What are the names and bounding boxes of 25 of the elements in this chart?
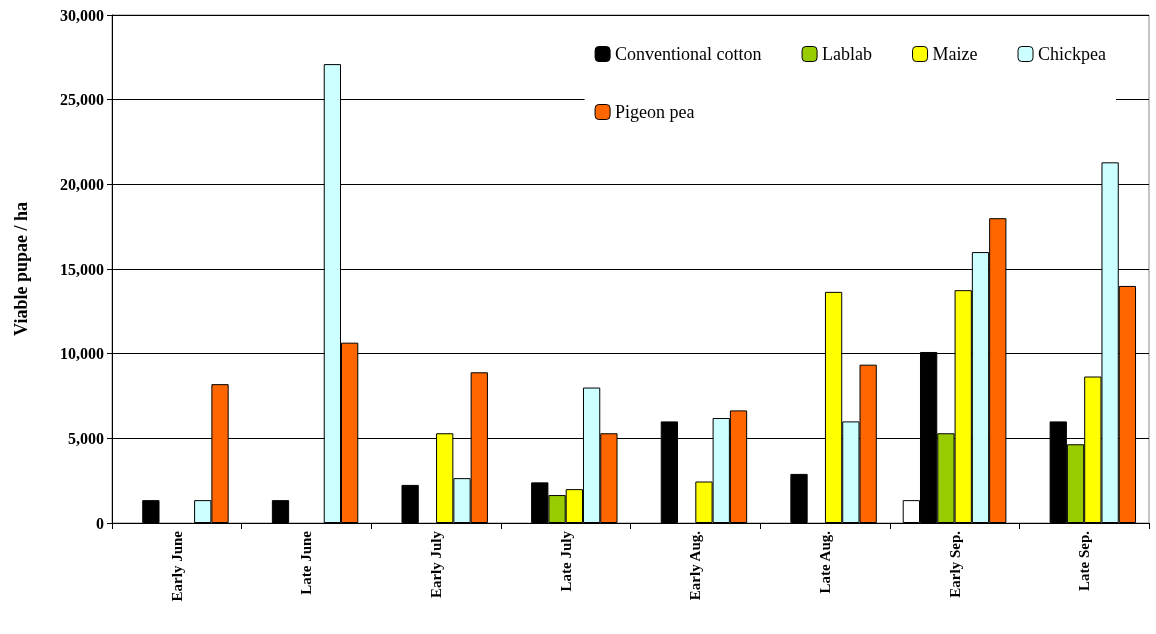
bar bbox=[271, 500, 290, 523]
x-tick-label: Early Aug. bbox=[687, 530, 704, 601]
x-tick-label: Late Sep. bbox=[1076, 530, 1093, 591]
x-tick-label: Early July bbox=[428, 530, 445, 599]
x-tick-label: Early Sep. bbox=[946, 530, 963, 598]
legend-label: Chickpea bbox=[1038, 44, 1107, 64]
bar bbox=[401, 484, 419, 523]
x-tick-label: Early June bbox=[168, 530, 185, 602]
x-tick-label: Late June bbox=[298, 530, 315, 595]
y-tick-label: 25,000 bbox=[60, 91, 104, 109]
legend-label: Pigeon pea bbox=[615, 102, 695, 122]
y-tick-label: 30,000 bbox=[60, 6, 104, 24]
legend-label: Maize bbox=[932, 44, 978, 64]
bar bbox=[142, 500, 160, 523]
y-axis-title: Viable pupae / ha bbox=[11, 202, 31, 336]
legend-label: Lablab bbox=[822, 44, 873, 64]
x-tick-label: Late July bbox=[557, 530, 574, 592]
x-tick-label: Late Aug. bbox=[816, 530, 833, 594]
legend-label: Conventional cotton bbox=[615, 44, 762, 64]
y-tick-label: 0 bbox=[96, 514, 104, 532]
y-tick-label: 5,000 bbox=[68, 429, 104, 447]
y-tick-label: 20,000 bbox=[60, 175, 104, 193]
y-tick-label: 10,000 bbox=[60, 345, 104, 363]
y-tick-label: 15,000 bbox=[60, 260, 104, 278]
bar bbox=[790, 473, 808, 523]
